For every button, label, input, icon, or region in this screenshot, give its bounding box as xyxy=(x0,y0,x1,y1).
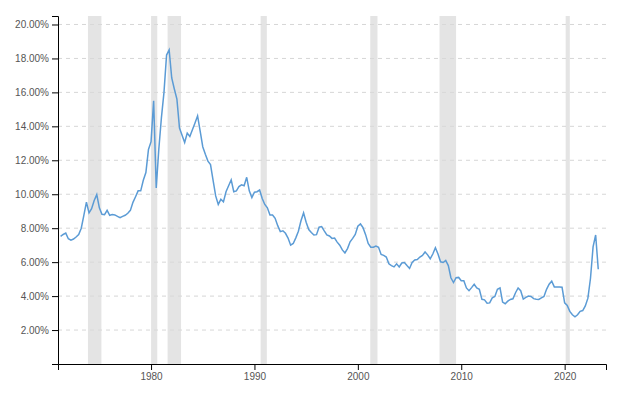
grid xyxy=(58,24,606,330)
grid-line xyxy=(58,24,606,25)
y-tick: 14.00% xyxy=(15,121,58,132)
y-tick-label: 2.00% xyxy=(21,325,49,336)
y-tick: 2.00% xyxy=(21,325,58,336)
y-tick: 20.00% xyxy=(15,19,58,30)
recession-band xyxy=(440,16,457,364)
y-tick-mark xyxy=(52,262,58,263)
x-tick-mark xyxy=(461,364,462,370)
y-tick: 8.00% xyxy=(21,223,58,234)
recession-band xyxy=(151,16,157,364)
grid-line xyxy=(58,194,606,195)
y-tick-mark xyxy=(52,92,58,93)
y-tick-label: 18.00% xyxy=(15,53,49,64)
y-tick: 4.00% xyxy=(21,291,58,302)
plot-area: 1980 1990 2000 2010 2020 2.00% 4.00% 6.00% 8.00%… xyxy=(15,16,606,382)
x-tick: 1990 xyxy=(244,364,267,382)
recession-bands xyxy=(88,16,570,364)
y-axis-line xyxy=(52,17,59,365)
x-tick: 2000 xyxy=(347,364,370,382)
y-tick-mark xyxy=(52,24,58,25)
grid-line xyxy=(58,126,606,127)
grid-line xyxy=(58,262,606,263)
x-tick-label: 1990 xyxy=(244,371,267,382)
y-tick-mark xyxy=(52,58,58,59)
y-tick-label: 20.00% xyxy=(15,19,49,30)
x-tick-label: 2000 xyxy=(347,371,370,382)
x-tick: 1980 xyxy=(140,364,163,382)
y-tick-label: 12.00% xyxy=(15,155,49,166)
recession-band xyxy=(88,16,101,364)
y-tick-label: 14.00% xyxy=(15,121,49,132)
y-axis: 2.00% 4.00% 6.00% 8.00% 10.00% 12.00% 14.00% 16… xyxy=(15,17,58,365)
x-axis: 1980 1990 2000 2010 2020 xyxy=(59,364,607,382)
y-tick-mark xyxy=(52,160,58,161)
y-tick-label: 8.00% xyxy=(21,223,49,234)
y-tick-label: 16.00% xyxy=(15,87,49,98)
rate-line xyxy=(61,50,599,317)
x-tick-mark xyxy=(358,364,359,370)
chart: 1980 1990 2000 2010 2020 2.00% 4.00% 6.00% 8.00%… xyxy=(0,0,624,394)
y-tick-mark xyxy=(52,330,58,331)
grid-line xyxy=(58,92,606,93)
y-tick-label: 10.00% xyxy=(15,189,49,200)
recession-band xyxy=(566,16,570,364)
recession-band xyxy=(370,16,377,364)
marks xyxy=(61,16,599,364)
grid-line xyxy=(58,58,606,59)
x-tick-label: 2020 xyxy=(554,371,577,382)
y-tick: 12.00% xyxy=(15,155,58,166)
y-tick: 6.00% xyxy=(21,257,58,268)
grid-line xyxy=(58,228,606,229)
y-tick-label: 4.00% xyxy=(21,291,49,302)
x-tick-mark xyxy=(254,364,255,370)
y-tick: 18.00% xyxy=(15,53,58,64)
recession-band xyxy=(261,16,267,364)
y-tick-mark xyxy=(52,126,58,127)
grid-line xyxy=(58,296,606,297)
x-tick-mark xyxy=(151,364,152,370)
x-axis-line xyxy=(59,365,607,371)
grid-line xyxy=(58,160,606,161)
y-tick-mark xyxy=(52,296,58,297)
x-tick-label: 1980 xyxy=(140,371,163,382)
x-tick: 2010 xyxy=(451,364,474,382)
y-tick-mark xyxy=(52,228,58,229)
x-tick: 2020 xyxy=(554,364,577,382)
y-tick: 16.00% xyxy=(15,87,58,98)
recession-band xyxy=(168,16,181,364)
y-tick-mark xyxy=(52,194,58,195)
grid-line xyxy=(58,330,606,331)
x-tick-label: 2010 xyxy=(451,371,474,382)
y-tick: 10.00% xyxy=(15,189,58,200)
x-tick-mark xyxy=(565,364,566,370)
y-tick-label: 6.00% xyxy=(21,257,49,268)
